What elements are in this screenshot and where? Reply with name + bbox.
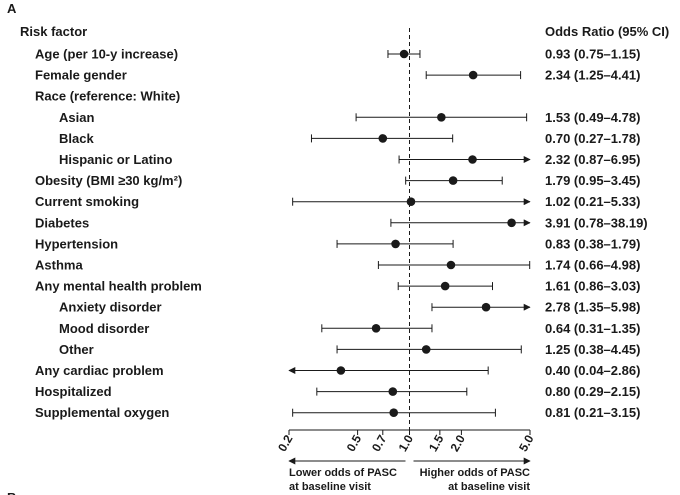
point-estimate [448,176,458,185]
x-tick-label: 5.0 [516,432,537,454]
point-estimate [446,260,456,270]
odds-ratio-value: 0.64 (0.31–1.35) [545,321,640,336]
annotation-right-line2: at baseline visit [448,481,530,493]
odds-ratio-value: 0.81 (0.21–3.15) [545,405,640,420]
x-tick-label: 0.7 [369,432,390,454]
row-label: Other [59,342,94,357]
point-estimate [481,302,491,312]
row-label: Supplemental oxygen [35,405,169,420]
point-estimate [389,408,399,418]
point-estimate [388,387,398,396]
row-label: Black [59,131,94,146]
point-estimate [371,324,381,333]
point-estimate [399,49,409,59]
row-label: Mood disorder [59,321,149,336]
row-label: Age (per 10-y increase) [35,47,178,62]
odds-ratio-value: 1.74 (0.66–4.98) [545,258,640,273]
odds-ratio-value: 0.40 (0.04–2.86) [545,363,640,378]
odds-ratio-value: 1.53 (0.49–4.78) [545,110,640,125]
plot-layer: Age (per 10-y increase) 0.93 (0.75–1.15) F… [35,28,648,465]
panel-label: A [7,1,17,16]
odds-ratio-value: 1.25 (0.38–4.45) [545,342,640,357]
point-estimate [421,345,431,354]
odds-ratio-value: 2.34 (1.25–4.41) [545,68,640,83]
odds-ratio-value: 1.61 (0.86–3.03) [545,279,640,294]
odds-ratio-value: 1.79 (0.95–3.45) [545,173,640,188]
header-odds-ratio: Odds Ratio (95% CI) [545,24,669,39]
point-estimate [406,197,416,206]
odds-ratio-value: 0.83 (0.38–1.79) [545,236,640,251]
odds-ratio-value: 0.80 (0.29–2.15) [545,384,640,399]
x-tick-label: 0.2 [275,432,296,454]
row-label: Diabetes [35,215,89,230]
row-label: Hispanic or Latino [59,152,172,167]
row-label: Hypertension [35,236,118,251]
row-label: Hospitalized [35,384,112,399]
annotation-left-line2: at baseline visit [289,481,371,493]
x-tick-label: 1.5 [426,432,447,454]
x-tick-label: 1.0 [396,432,417,454]
row-label: Asthma [35,258,83,273]
odds-ratio-value: 1.02 (0.21–5.33) [545,194,640,209]
odds-ratio-value: 2.32 (0.87–6.95) [545,152,640,167]
row-label: Any mental health problem [35,279,202,294]
point-estimate [468,70,478,80]
point-estimate [468,155,477,164]
x-tick-label: 2.0 [448,432,469,454]
next-panel-label: B [7,490,16,495]
odds-ratio-value: 3.91 (0.78–38.19) [545,215,648,230]
point-estimate [391,239,400,249]
point-estimate [437,113,446,122]
row-label: Race (reference: White) [35,89,180,104]
odds-ratio-value: 0.70 (0.27–1.78) [545,131,640,146]
point-estimate [336,366,346,375]
point-estimate [507,218,516,228]
annotation-right-line1: Higher odds of PASC [420,467,530,479]
row-label: Anxiety disorder [59,300,162,315]
odds-ratio-value: 2.78 (1.35–5.98) [545,300,640,315]
row-label: Asian [59,110,94,125]
point-estimate [440,281,450,291]
odds-ratio-value: 0.93 (0.75–1.15) [545,47,640,62]
point-estimate [378,134,388,143]
header-risk-factor: Risk factor [20,24,87,39]
row-label: Obesity (BMI ≥30 kg/m²) [35,173,182,188]
row-label: Female gender [35,68,127,83]
x-tick-label: 0.5 [344,432,365,454]
annotation-left-line1: Lower odds of PASC [289,467,397,479]
row-label: Current smoking [35,194,139,209]
row-label: Any cardiac problem [35,363,164,378]
